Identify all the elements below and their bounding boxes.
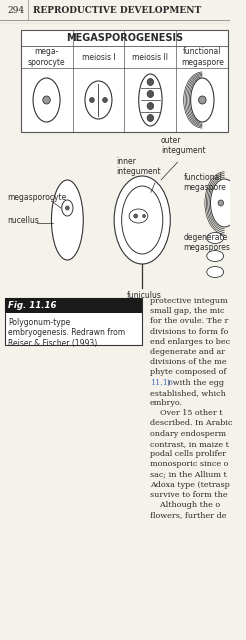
Text: funiculus: funiculus (127, 291, 162, 300)
Text: megasporocyte: megasporocyte (7, 193, 67, 202)
Ellipse shape (147, 115, 154, 122)
Ellipse shape (65, 206, 69, 210)
Text: degenerate and ar: degenerate and ar (150, 348, 225, 356)
Ellipse shape (207, 232, 224, 243)
Ellipse shape (207, 266, 224, 278)
Ellipse shape (122, 186, 163, 254)
Ellipse shape (129, 209, 148, 223)
Text: contrast, in maize t: contrast, in maize t (150, 440, 229, 448)
Bar (5, 298, 142, 313)
Text: sac; in the Allium t: sac; in the Allium t (150, 470, 226, 479)
Ellipse shape (143, 214, 145, 218)
Text: end enlarges to bec: end enlarges to bec (150, 338, 230, 346)
Ellipse shape (114, 176, 170, 264)
Ellipse shape (134, 214, 138, 218)
Ellipse shape (139, 74, 162, 126)
Bar (21, 30, 228, 132)
Text: meiosis II: meiosis II (132, 52, 169, 61)
Text: podal cells prolifer: podal cells prolifer (150, 450, 226, 458)
Text: degenerate
megaspores: degenerate megaspores (183, 232, 230, 252)
Text: outer
integument: outer integument (161, 136, 206, 155)
Text: embryo.: embryo. (150, 399, 183, 407)
Text: 11.16: 11.16 (150, 379, 173, 387)
Text: REPRODUCTIVE DEVELOPMENT: REPRODUCTIVE DEVELOPMENT (33, 6, 201, 15)
Text: Adoxa type (tetrasp: Adoxa type (tetrasp (150, 481, 230, 488)
Text: flowers, further de: flowers, further de (150, 511, 226, 519)
Text: established, which: established, which (150, 389, 226, 397)
Text: Although the o: Although the o (150, 501, 220, 509)
Bar (5, 298, 142, 345)
Text: functional
megaspore: functional megaspore (181, 47, 224, 67)
Ellipse shape (90, 97, 94, 102)
Ellipse shape (62, 200, 73, 216)
Text: Fig. 11.16: Fig. 11.16 (8, 301, 57, 310)
Ellipse shape (218, 200, 224, 206)
Ellipse shape (207, 250, 224, 262)
Text: divisions to form fo: divisions to form fo (150, 328, 228, 335)
Ellipse shape (199, 96, 206, 104)
Ellipse shape (103, 97, 107, 102)
Ellipse shape (147, 79, 154, 86)
Text: ) with the egg: ) with the egg (168, 379, 224, 387)
Ellipse shape (85, 81, 112, 119)
Text: mega-
sporocyte: mega- sporocyte (28, 47, 65, 67)
Text: nucellus: nucellus (7, 216, 39, 225)
Text: ondary endosperm: ondary endosperm (150, 429, 226, 438)
Ellipse shape (51, 180, 83, 260)
Text: small gap, the mic: small gap, the mic (150, 307, 224, 316)
Text: functional
megaspore: functional megaspore (183, 173, 226, 192)
Ellipse shape (147, 90, 154, 97)
Text: Over 15 other t: Over 15 other t (150, 409, 222, 417)
Text: monosporic since o: monosporic since o (150, 460, 228, 468)
Text: divisions of the me: divisions of the me (150, 358, 226, 366)
Ellipse shape (33, 78, 60, 122)
Ellipse shape (191, 78, 214, 122)
Text: 294: 294 (7, 6, 25, 15)
Ellipse shape (43, 96, 50, 104)
Ellipse shape (211, 179, 239, 227)
Text: MEGASPOROGENESIS: MEGASPOROGENESIS (66, 33, 183, 43)
Text: meiosis I: meiosis I (82, 52, 115, 61)
Text: protective integum: protective integum (150, 297, 228, 305)
Text: described. In Arabic: described. In Arabic (150, 419, 232, 428)
Text: Polygonum-type
embryogenesis. Redrawn from
Reiser & Fischer (1993).: Polygonum-type embryogenesis. Redrawn fr… (8, 318, 125, 348)
Text: phyte composed of: phyte composed of (150, 369, 226, 376)
Text: inner
integument: inner integument (116, 157, 161, 176)
Ellipse shape (147, 102, 154, 109)
Text: for the ovule. The r: for the ovule. The r (150, 317, 228, 325)
Text: survive to form the: survive to form the (150, 491, 227, 499)
